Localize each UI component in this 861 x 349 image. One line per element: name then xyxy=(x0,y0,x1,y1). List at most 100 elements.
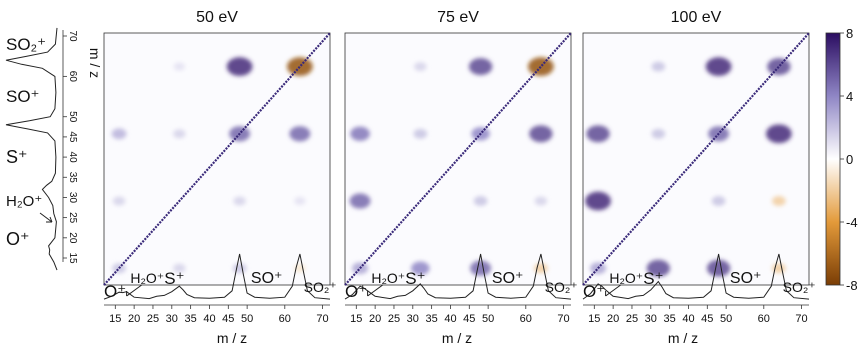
colorbar-tick-label: -4 xyxy=(846,215,858,230)
colorbar: 8 4 0 -4 -8 xyxy=(825,26,858,293)
ion-label: SO₂⁺ xyxy=(545,279,578,295)
bottom-spectra: 15 20 25 30 35 40 45 50 60 70O⁺H₂O⁺ S⁺ SO⁺ SO₂⁺15 20 2… xyxy=(103,253,816,325)
ion-label: SO⁺ xyxy=(730,270,762,287)
x-tick-label: 30 xyxy=(407,313,419,325)
spectrum-1: 15 20 25 30 35 40 45 50 60 70 O⁺H₂O⁺ S⁺ SO⁺ SO₂⁺ xyxy=(103,253,337,325)
colorbar-tick-label: 0 xyxy=(846,152,853,167)
y-tick-label: 40 xyxy=(67,152,78,164)
x-tick-label: 60 xyxy=(279,313,291,325)
x-tick-label: 30 xyxy=(645,313,657,325)
left-spectrum-line xyxy=(5,27,58,271)
x-tick-label: 20 xyxy=(607,313,619,325)
x-tick-label: 15 xyxy=(109,313,121,325)
y-tick-label: 45 xyxy=(67,131,78,143)
ion-label-left: SO⁺ xyxy=(6,87,40,106)
ion-label: S⁺ xyxy=(643,269,663,288)
x-tick-label: 45 xyxy=(463,313,475,325)
x-tick-label: 15 xyxy=(588,313,600,325)
covariance-island xyxy=(470,260,492,276)
colorbar-tick-label: 8 xyxy=(846,26,853,41)
ion-label: H₂O⁺ xyxy=(371,270,405,286)
covariance-island xyxy=(706,259,731,277)
covariance-island xyxy=(585,191,611,211)
ion-label: SO⁺ xyxy=(251,270,283,287)
spectrum-line xyxy=(103,253,331,300)
y-tick-label: 25 xyxy=(67,212,78,224)
x-tick-label: 70 xyxy=(557,313,569,325)
x-tick-label: 20 xyxy=(128,313,140,325)
x-tick-label: 70 xyxy=(316,313,328,325)
arrow-icon xyxy=(367,284,383,297)
covariance-island xyxy=(173,263,186,273)
covariance-island xyxy=(413,128,428,139)
y-axis-label: m / z xyxy=(87,48,103,78)
ion-label: H₂O⁺ xyxy=(130,270,164,286)
colorbar-gradient xyxy=(825,32,841,286)
covariance-island xyxy=(529,125,553,143)
ion-label: O⁺ xyxy=(104,282,126,301)
x-tick-label: 70 xyxy=(795,313,807,325)
covariance-island xyxy=(534,196,548,206)
x-axis-label-2: m / z xyxy=(442,330,472,346)
covariance-island xyxy=(765,124,792,144)
x-tick-label: 45 xyxy=(222,313,234,325)
covariance-island xyxy=(112,196,126,206)
x-tick-label: 60 xyxy=(520,313,532,325)
covariance-island xyxy=(772,196,786,206)
arrow-icon xyxy=(39,212,53,223)
ion-label-left: S⁺ xyxy=(6,147,28,167)
covariance-island xyxy=(350,126,370,141)
panel-title: 50 eV xyxy=(196,9,238,26)
covariance-island xyxy=(173,129,186,139)
panel-title: 100 eV xyxy=(671,9,722,26)
covariance-island xyxy=(411,261,430,275)
covariance-island xyxy=(767,58,791,76)
arrow-icon xyxy=(605,284,621,297)
y-tick-label: 30 xyxy=(67,192,78,204)
x-tick-label: 40 xyxy=(682,313,694,325)
x-tick-label: 25 xyxy=(147,313,159,325)
left-spectrum: 70 60 50 45 40 35 30 25 20 15 SO₂⁺ SO⁺ S⁺ H₂O⁺ O⁺ xyxy=(5,27,78,271)
x-tick-label: 40 xyxy=(203,313,215,325)
spectrum-line xyxy=(582,253,810,300)
autocorrelation-diagonal xyxy=(103,32,331,286)
ion-label-left: O⁺ xyxy=(6,229,30,249)
heatmap-panel-3: 100 eV xyxy=(582,9,810,286)
ion-label-left: SO₂⁺ xyxy=(6,35,46,54)
x-tick-label: 35 xyxy=(426,313,438,325)
x-tick-label: 35 xyxy=(664,313,676,325)
x-axis-label-3: m / z xyxy=(668,330,698,346)
covariance-island xyxy=(232,263,247,274)
y-tick-label: 70 xyxy=(67,30,78,42)
spectrum-line xyxy=(344,253,572,300)
x-tick-label: 50 xyxy=(720,313,732,325)
spectrum-2: 15 20 25 30 35 40 45 50 60 70 O⁺H₂O⁺ S⁺ SO⁺ SO₂⁺ xyxy=(344,253,578,325)
ion-label: O⁺ xyxy=(345,282,367,301)
autocorrelation-diagonal xyxy=(582,32,810,286)
x-tick-label: 40 xyxy=(444,313,456,325)
ion-label: O⁺ xyxy=(583,282,605,301)
x-tick-label: 20 xyxy=(369,313,381,325)
x-tick-label: 45 xyxy=(701,313,713,325)
covariance-island xyxy=(468,58,493,76)
heatmap-panel-2: 75 eV xyxy=(344,9,572,286)
ion-label: SO₂⁺ xyxy=(783,279,816,295)
ion-label: H₂O⁺ xyxy=(609,270,643,286)
panel-title: 75 eV xyxy=(437,9,479,26)
x-tick-label: 30 xyxy=(166,313,178,325)
covariance-island xyxy=(711,196,726,206)
covariance-island xyxy=(414,62,427,72)
covariance-island xyxy=(111,128,127,140)
spectrum-3: 15 20 25 30 35 40 45 50 60 70 O⁺H₂O⁺ S⁺ SO⁺ SO₂⁺ xyxy=(582,253,816,325)
covariance-island xyxy=(586,125,610,143)
covariance-island xyxy=(646,259,670,277)
x-tick-label: 25 xyxy=(626,313,638,325)
covariance-island xyxy=(233,196,246,206)
heatmap-panels: 50 eV 75 eV 100 eV xyxy=(103,9,810,286)
covariance-island xyxy=(473,196,488,206)
colorbar-tick-label: 4 xyxy=(846,89,853,104)
covariance-island xyxy=(289,126,311,142)
x-axis-label-1: m / z xyxy=(217,330,247,346)
ion-label: SO⁺ xyxy=(492,270,524,287)
